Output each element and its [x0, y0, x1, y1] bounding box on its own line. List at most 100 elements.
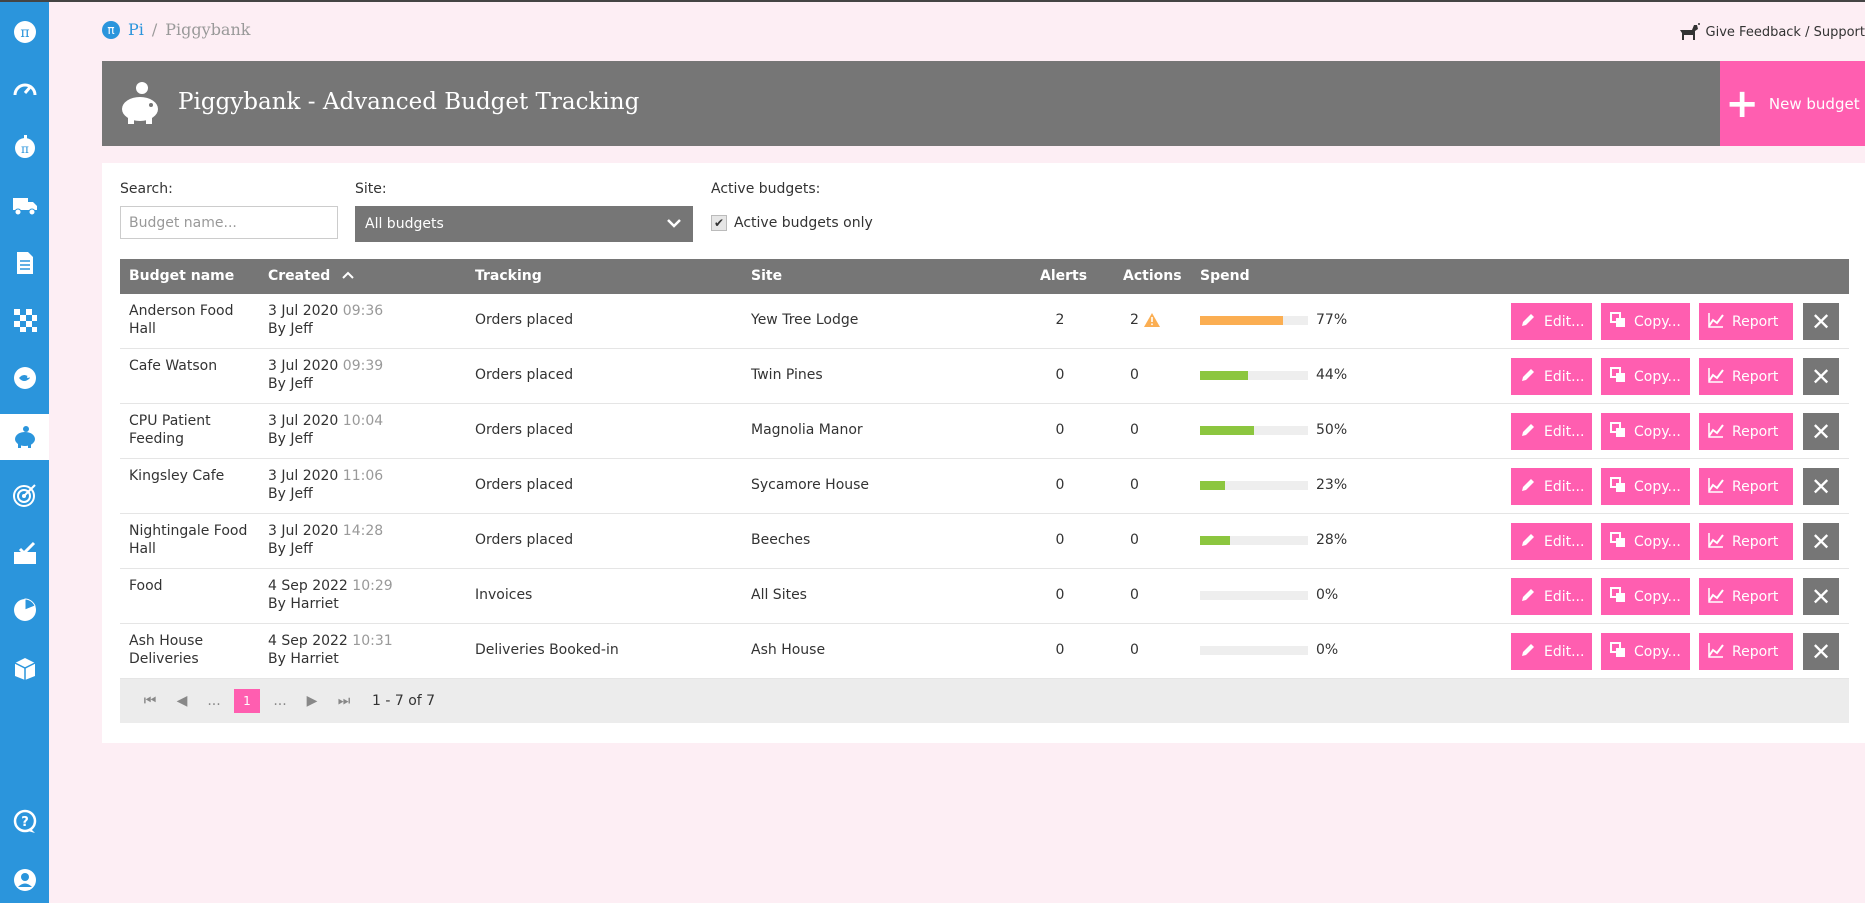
chevron-down-icon: [667, 219, 681, 228]
search-input[interactable]: [120, 206, 338, 239]
report-button[interactable]: Report: [1699, 413, 1793, 450]
delivery-truck-icon[interactable]: [0, 182, 49, 228]
pagination: ⏮ ◀ ... 1 ... ▶ ⏭ 1 - 7 of 7: [120, 679, 1849, 723]
table-row: Ash House Deliveries 4 Sep 2022 10:31 By H…: [120, 624, 1849, 679]
copy-button[interactable]: Copy...: [1601, 303, 1690, 340]
edit-button[interactable]: Edit...: [1511, 303, 1592, 340]
col-header-name[interactable]: Budget name: [129, 268, 235, 284]
site-select[interactable]: All budgets: [355, 206, 693, 242]
fish-icon[interactable]: [0, 355, 49, 401]
created-cell: 4 Sep 2022 10:29 By Harriet: [268, 577, 393, 613]
target-icon[interactable]: [0, 472, 49, 518]
edit-button[interactable]: Edit...: [1511, 468, 1592, 505]
pie-chart-icon[interactable]: [0, 587, 49, 633]
first-page-icon[interactable]: ⏮: [143, 693, 157, 709]
table-row: Anderson Food Hall 3 Jul 2020 09:36 By Jef…: [120, 294, 1849, 349]
spend-progress-fill: [1200, 315, 1284, 325]
table-row: Kingsley Cafe 3 Jul 2020 11:06 By Jeff Orde…: [120, 459, 1849, 514]
line-chart-icon: [1708, 312, 1724, 332]
budget-name: Anderson Food Hall: [129, 303, 234, 337]
copy-icon: [1610, 476, 1626, 497]
copy-button[interactable]: Copy...: [1601, 523, 1690, 560]
breadcrumb-current: Piggybank: [165, 20, 251, 39]
pencil-icon: [1520, 312, 1536, 332]
line-chart-icon: [1708, 422, 1724, 442]
report-button[interactable]: Report: [1699, 633, 1793, 670]
delete-button[interactable]: ✕: [1803, 633, 1839, 670]
created-by: By Jeff: [268, 431, 313, 447]
col-header-alerts[interactable]: Alerts: [1040, 268, 1088, 284]
help-chat-icon[interactable]: ?: [0, 799, 49, 845]
edit-button[interactable]: Edit...: [1511, 578, 1592, 615]
edit-button[interactable]: Edit...: [1511, 633, 1592, 670]
pencil-icon: [1520, 477, 1536, 497]
edit-button[interactable]: Edit...: [1511, 358, 1592, 395]
report-label: Report: [1732, 533, 1779, 550]
edit-button[interactable]: Edit...: [1511, 413, 1592, 450]
created-cell: 4 Sep 2022 10:31 By Harriet: [268, 632, 393, 668]
pencil-icon: [1520, 587, 1536, 607]
col-header-spend[interactable]: Spend: [1200, 268, 1250, 284]
breadcrumb: π Pi / Piggybank: [102, 20, 250, 39]
next-page-icon[interactable]: ▶: [306, 693, 318, 709]
top-border: [0, 0, 1865, 2]
report-label: Report: [1732, 588, 1779, 605]
prev-page-icon[interactable]: ◀: [176, 693, 188, 709]
tray-check-icon[interactable]: [0, 530, 49, 576]
created-cell: 3 Jul 2020 09:36 By Jeff: [268, 302, 383, 338]
spend-percent: 50%: [1316, 422, 1348, 438]
report-label: Report: [1732, 313, 1779, 330]
spend-cell: 77%: [1200, 312, 1347, 328]
delete-button[interactable]: ✕: [1803, 523, 1839, 560]
pi-apple-icon[interactable]: π: [0, 124, 49, 170]
copy-button[interactable]: Copy...: [1601, 413, 1690, 450]
pager-ellipsis-left[interactable]: ...: [207, 693, 221, 709]
spend-cell: 28%: [1200, 532, 1347, 548]
delete-button[interactable]: ✕: [1803, 303, 1839, 340]
actions-cell: 0: [1130, 422, 1139, 438]
copy-button[interactable]: Copy...: [1601, 358, 1690, 395]
search-label: Search:: [120, 181, 173, 197]
checkered-flag-icon[interactable]: [0, 297, 49, 343]
copy-button[interactable]: Copy...: [1601, 578, 1690, 615]
edit-button[interactable]: Edit...: [1511, 523, 1592, 560]
created-cell: 3 Jul 2020 11:06 By Jeff: [268, 467, 383, 503]
col-header-tracking[interactable]: Tracking: [475, 268, 542, 284]
alerts-count: 0: [1055, 642, 1065, 658]
pager-current-page[interactable]: 1: [234, 689, 260, 713]
copy-label: Copy...: [1634, 478, 1681, 495]
delete-button[interactable]: ✕: [1803, 578, 1839, 615]
report-button[interactable]: Report: [1699, 358, 1793, 395]
box-icon[interactable]: [0, 645, 49, 691]
copy-button[interactable]: Copy...: [1601, 468, 1690, 505]
delete-button[interactable]: ✕: [1803, 358, 1839, 395]
active-budgets-checkbox[interactable]: ✔: [711, 215, 727, 231]
col-header-site[interactable]: Site: [751, 268, 783, 284]
col-header-actions[interactable]: Actions: [1123, 268, 1182, 284]
spend-percent: 0%: [1316, 642, 1339, 658]
active-budgets-toggle[interactable]: ✔ Active budgets only: [711, 215, 873, 231]
tracking-type: Orders placed: [475, 367, 574, 383]
col-header-created[interactable]: Created: [268, 268, 355, 284]
report-button[interactable]: Report: [1699, 303, 1793, 340]
sidebar: π π ?: [0, 2, 49, 903]
line-chart-icon: [1708, 642, 1724, 662]
feedback-link[interactable]: Give Feedback / Support: [1678, 22, 1865, 42]
last-page-icon[interactable]: ⏭: [337, 693, 351, 709]
created-time: 09:36: [342, 303, 384, 319]
actions-count: 0: [1130, 422, 1139, 438]
breadcrumb-root-link[interactable]: Pi: [128, 20, 144, 39]
piggybank-icon[interactable]: [0, 414, 49, 460]
new-budget-button[interactable]: + New budget: [1720, 61, 1865, 146]
user-icon[interactable]: [0, 857, 49, 903]
delete-button[interactable]: ✕: [1803, 413, 1839, 450]
document-icon[interactable]: [0, 240, 49, 286]
report-button[interactable]: Report: [1699, 523, 1793, 560]
report-button[interactable]: Report: [1699, 578, 1793, 615]
report-button[interactable]: Report: [1699, 468, 1793, 505]
pager-ellipsis-right[interactable]: ...: [273, 693, 287, 709]
delete-button[interactable]: ✕: [1803, 468, 1839, 505]
dashboard-gauge-icon[interactable]: [0, 67, 49, 113]
pi-logo-icon[interactable]: π: [0, 9, 49, 55]
copy-button[interactable]: Copy...: [1601, 633, 1690, 670]
